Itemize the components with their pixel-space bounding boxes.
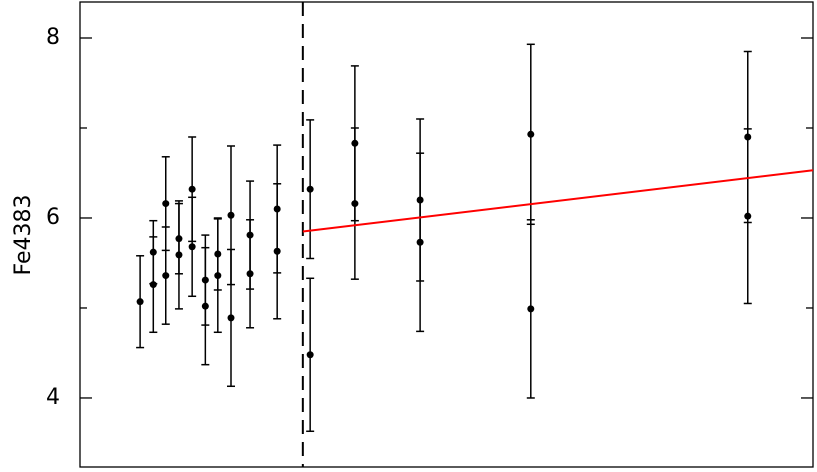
point bbox=[306, 185, 314, 193]
point bbox=[416, 238, 424, 246]
y-tick-label: 4 bbox=[46, 385, 60, 410]
point bbox=[273, 247, 281, 255]
y-axis-label: Fe4383 bbox=[11, 195, 36, 276]
point bbox=[188, 243, 196, 251]
point bbox=[136, 298, 144, 306]
point bbox=[527, 130, 535, 138]
point bbox=[527, 305, 535, 313]
y-tick-label: 6 bbox=[46, 205, 60, 230]
plot-frame bbox=[79, 1, 814, 468]
point bbox=[201, 302, 209, 310]
point bbox=[149, 281, 157, 289]
point bbox=[744, 212, 752, 220]
point bbox=[306, 351, 314, 359]
point bbox=[351, 200, 359, 208]
point bbox=[162, 200, 170, 208]
point bbox=[227, 211, 235, 219]
point bbox=[188, 185, 196, 193]
y-tick-label: 8 bbox=[46, 25, 60, 50]
point bbox=[162, 272, 170, 280]
point bbox=[246, 270, 254, 278]
point bbox=[214, 272, 222, 280]
fit-line bbox=[302, 169, 814, 233]
point bbox=[175, 251, 183, 259]
point bbox=[227, 314, 235, 322]
